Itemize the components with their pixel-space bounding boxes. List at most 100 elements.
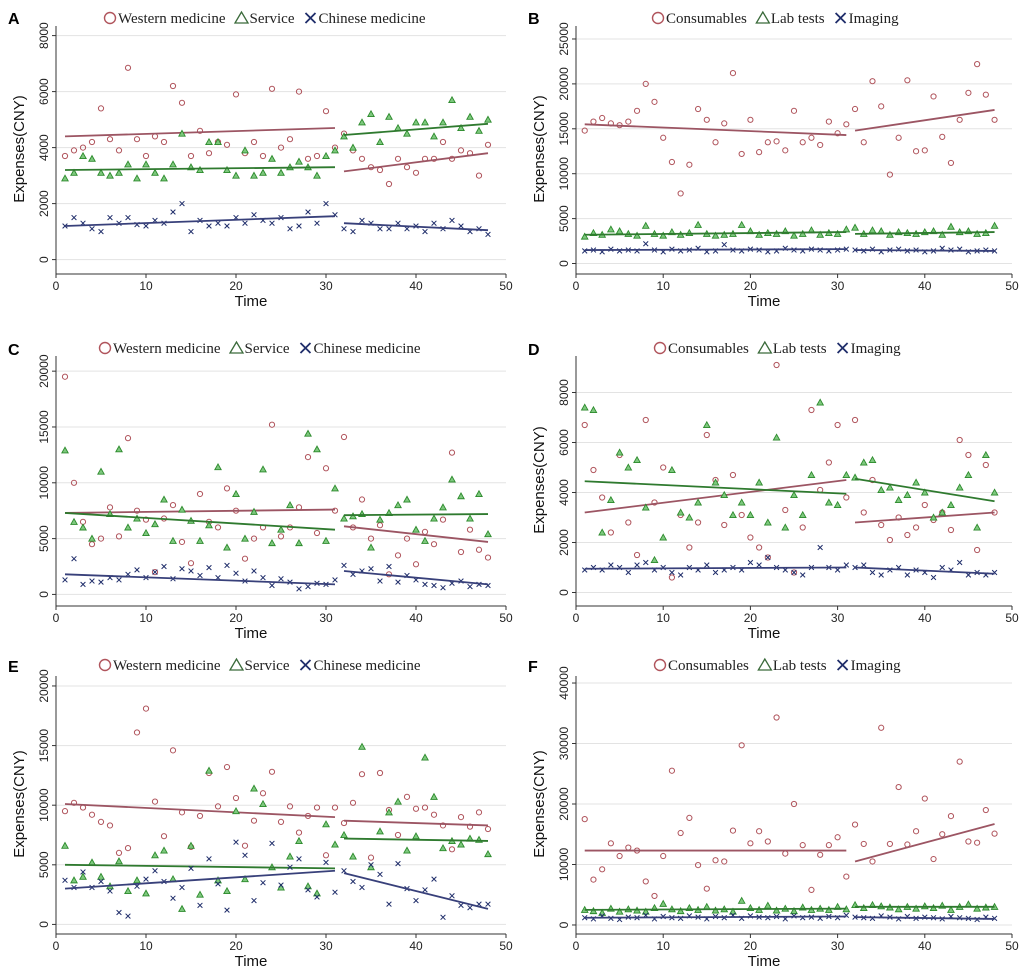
data-point	[322, 108, 330, 115]
x-tick-label: 20	[229, 279, 243, 293]
data-point	[395, 860, 401, 867]
data-point	[721, 858, 728, 865]
data-point	[457, 814, 465, 821]
data-point	[394, 123, 402, 132]
data-point	[314, 894, 320, 900]
data-point	[668, 158, 676, 166]
data-point	[817, 851, 824, 858]
data-point	[956, 436, 963, 444]
panel-letter: D	[528, 342, 540, 359]
data-point	[799, 139, 806, 146]
data-point	[729, 70, 737, 77]
data-point	[251, 897, 257, 904]
data-point	[946, 222, 955, 230]
data-point	[439, 138, 447, 146]
data-point	[790, 906, 798, 915]
data-point	[616, 852, 623, 860]
legend-label: Chinese medicine	[318, 11, 425, 27]
panel-f: F 0 10000 20000 30000 40000 0 10 20 30 40 50 Time Exp…	[528, 657, 1019, 970]
data-point	[268, 85, 276, 92]
data-point	[895, 783, 902, 791]
fit-line	[343, 570, 489, 586]
data-point	[313, 445, 321, 453]
data-point	[634, 562, 640, 568]
data-point	[817, 544, 823, 551]
data-point	[341, 562, 347, 569]
data-point	[799, 524, 806, 531]
data-point	[386, 563, 392, 570]
legend: Consumables Lab tests Imaging	[653, 340, 901, 357]
data-point	[973, 904, 982, 912]
series-imaging	[581, 240, 998, 255]
data-point	[358, 771, 366, 778]
data-point	[430, 811, 438, 818]
data-point	[196, 812, 204, 820]
y-tick-label: 5000	[37, 525, 51, 552]
data-point	[71, 555, 77, 562]
data-point	[196, 165, 204, 174]
data-point	[259, 465, 267, 473]
data-point	[241, 146, 249, 154]
series-imaging	[581, 544, 998, 581]
data-point	[296, 856, 302, 862]
y-tick-label: 4000	[37, 134, 51, 161]
data-point	[581, 816, 588, 823]
data-point	[296, 586, 302, 592]
data-point	[376, 515, 384, 523]
data-point	[259, 152, 267, 160]
data-point	[88, 154, 96, 162]
series-chinese-medicine	[62, 555, 491, 592]
data-point	[686, 814, 693, 822]
data-point	[97, 105, 105, 112]
data-point	[808, 886, 815, 893]
fit-line	[855, 231, 995, 235]
data-point	[633, 551, 641, 559]
data-point	[885, 483, 894, 491]
data-point	[205, 766, 213, 774]
data-point	[115, 147, 123, 154]
data-point	[268, 421, 276, 428]
data-point	[367, 854, 375, 861]
x-tick-label: 50	[499, 611, 513, 625]
data-point	[790, 231, 798, 239]
data-point	[205, 150, 213, 157]
x-tick-label: 20	[229, 611, 243, 625]
legend-label: Service	[245, 658, 290, 674]
legend-circle-icon	[98, 341, 112, 355]
data-point	[484, 554, 492, 561]
data-point	[448, 475, 456, 483]
data-point	[756, 149, 763, 156]
data-point	[214, 803, 222, 810]
fit-line	[584, 907, 847, 911]
series-lab-tests	[580, 896, 999, 916]
data-point	[367, 109, 375, 118]
x-tick-label: 40	[409, 279, 423, 293]
data-point	[930, 93, 937, 100]
data-point	[124, 886, 132, 895]
data-point	[737, 220, 746, 228]
data-point	[938, 508, 947, 516]
data-point	[313, 804, 321, 811]
legend-label: Service	[245, 341, 290, 357]
data-point	[641, 907, 650, 915]
x-tick-label: 50	[1005, 611, 1019, 625]
data-point	[973, 229, 982, 237]
data-point	[728, 907, 737, 915]
data-point	[608, 562, 614, 568]
data-point	[358, 742, 366, 750]
data-point	[295, 836, 303, 844]
data-point	[439, 822, 447, 829]
data-point	[799, 842, 806, 849]
data-point	[241, 534, 249, 542]
data-point	[421, 528, 429, 536]
legend-label: Consumables	[668, 658, 749, 674]
data-point	[885, 230, 894, 238]
data-point	[61, 373, 69, 380]
data-point	[703, 885, 710, 892]
data-point	[368, 565, 374, 572]
y-tick-label: 10000	[557, 157, 571, 191]
data-point	[869, 569, 876, 576]
data-point	[376, 522, 384, 529]
data-point	[808, 406, 815, 414]
data-point	[394, 155, 402, 162]
